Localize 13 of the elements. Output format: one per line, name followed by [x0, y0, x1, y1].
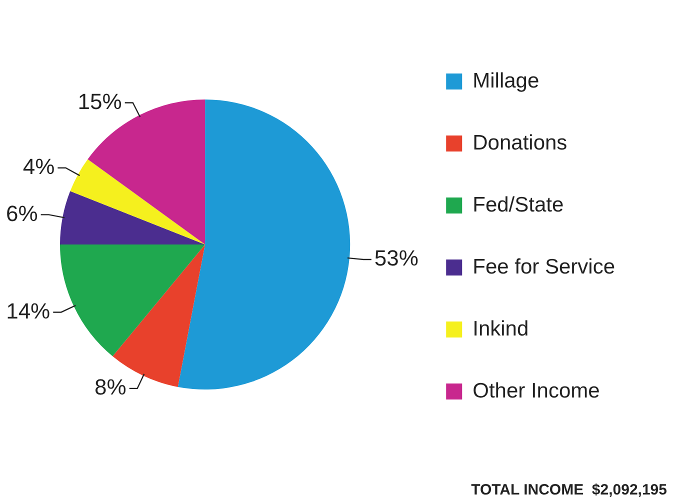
data-label: 53% [374, 246, 418, 271]
legend-label: Fee for Service [472, 255, 616, 278]
legend-label: Other Income [472, 379, 600, 402]
legend-label: Millage [472, 69, 540, 92]
data-label: 15% [78, 88, 122, 114]
legend-label: Donations [472, 131, 568, 154]
text: TOTAL INCOME $2,092,195 [471, 482, 667, 499]
data-label: 4% [22, 154, 55, 179]
data-label: 6% [6, 200, 38, 226]
legend-label: Inkind [472, 317, 529, 340]
data-label: 8% [94, 374, 126, 400]
data-label: 14% [6, 298, 50, 324]
legend-label: Fed/State [472, 193, 564, 216]
